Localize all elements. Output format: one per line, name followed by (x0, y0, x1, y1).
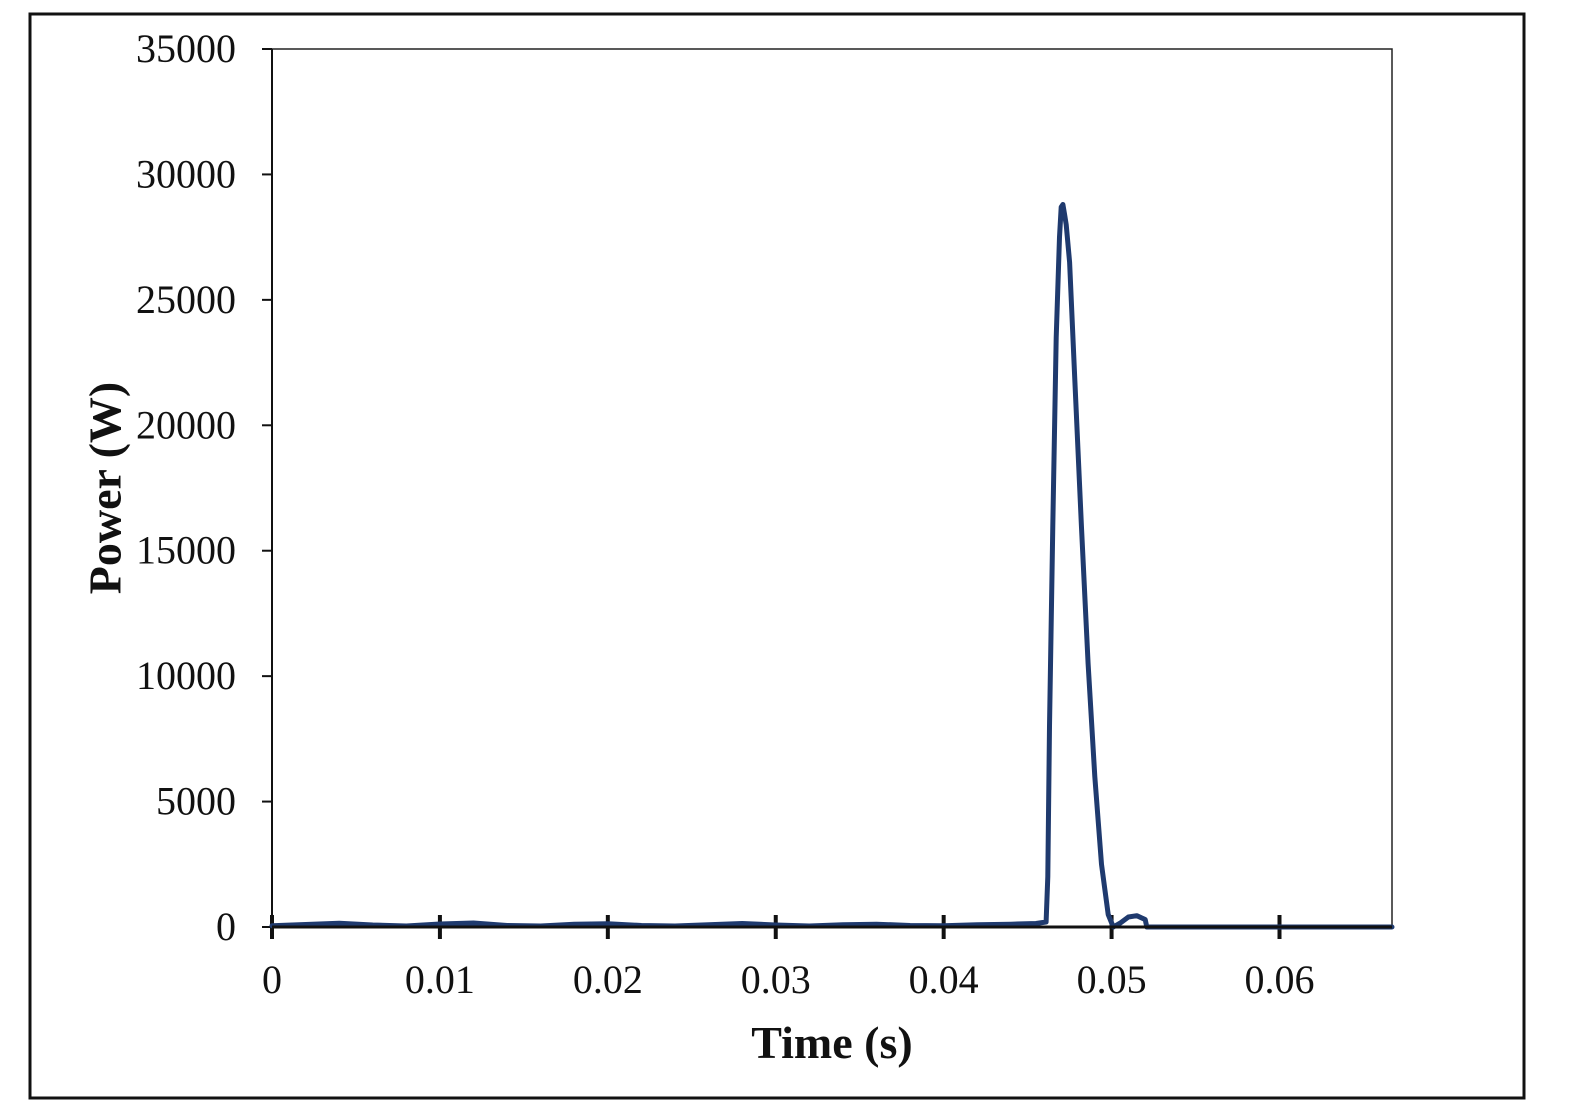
x-tick-label: 0 (262, 957, 282, 1002)
y-tick-label: 20000 (136, 402, 236, 447)
x-tick-label: 0.02 (573, 957, 643, 1002)
y-tick-label: 35000 (136, 26, 236, 71)
x-axis-title: Time (s) (751, 1017, 912, 1068)
y-tick-label: 0 (216, 904, 236, 949)
x-tick-label: 0.03 (741, 957, 811, 1002)
x-tick-label: 0.06 (1244, 957, 1314, 1002)
y-tick-label: 5000 (156, 779, 236, 824)
y-tick-label: 10000 (136, 653, 236, 698)
x-tick-label: 0.01 (405, 957, 475, 1002)
series-line-power (269, 202, 1395, 930)
x-tick-label: 0.05 (1077, 957, 1147, 1002)
y-axis-title: Power (W) (80, 382, 131, 594)
x-axis-ticks: 0 0.01 0.02 0.03 0.04 0.05 0.06 (262, 915, 1314, 1002)
y-axis-ticks: 0 5000 10000 15000 20000 25000 30000 35000 (136, 26, 272, 949)
y-tick-label: 30000 (136, 151, 236, 196)
y-tick-label: 15000 (136, 528, 236, 573)
plot-area (271, 48, 1393, 928)
x-tick-label: 0.04 (909, 957, 979, 1002)
y-tick-label: 25000 (136, 277, 236, 322)
